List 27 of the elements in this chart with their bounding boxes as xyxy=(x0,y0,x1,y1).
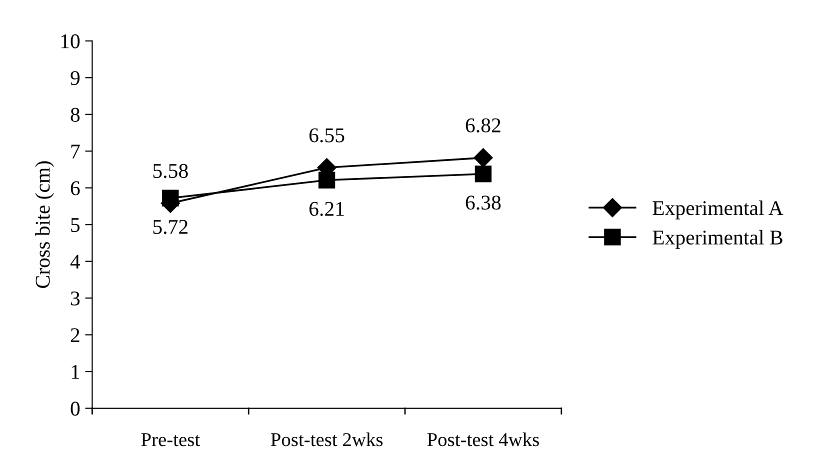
y-axis-title: Cross bite (cm) xyxy=(35,161,54,288)
point xyxy=(474,166,492,182)
data-label: 5.58 xyxy=(153,164,188,178)
x-tick-label: Post-test 2wks xyxy=(270,432,383,446)
data-label: 6.38 xyxy=(466,196,501,210)
y-tick-label: 4 xyxy=(70,254,80,269)
data-label: 6.82 xyxy=(466,118,500,132)
legend-label: Experimental A xyxy=(652,200,784,220)
y-tick-label: 8 xyxy=(70,108,80,122)
y-tick-label: 2 xyxy=(70,328,80,342)
y-tick-label: 7 xyxy=(71,144,80,158)
legend-label: Experimental B xyxy=(652,230,782,249)
x-tick-label: Pre-test xyxy=(141,433,200,446)
y-tick-label: 3 xyxy=(70,292,80,306)
y-tick-label: 5 xyxy=(71,218,80,232)
y-tick-label: 10 xyxy=(61,34,80,48)
y-tick-label: 0 xyxy=(70,402,80,416)
point xyxy=(474,148,493,168)
data-label: 6.21 xyxy=(309,202,344,216)
y-tick-label: 6 xyxy=(70,181,80,196)
x-tick-label: Post-test 4wks xyxy=(427,432,539,446)
y-tick-label: 1 xyxy=(72,365,80,379)
data-label: 6.55 xyxy=(309,128,344,142)
point xyxy=(318,172,336,188)
point xyxy=(162,190,179,206)
y-tick-label: 9 xyxy=(70,71,80,86)
data-label: 5.72 xyxy=(153,220,188,234)
